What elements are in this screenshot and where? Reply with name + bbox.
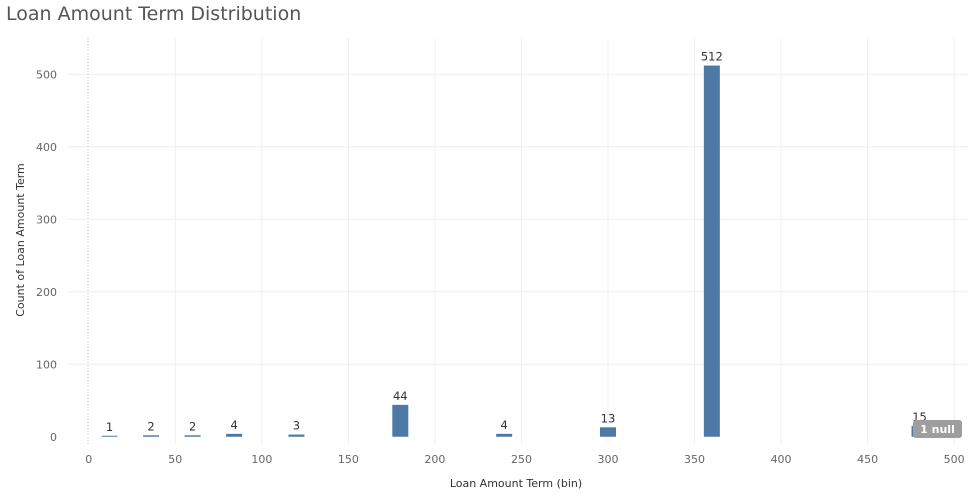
x-tick-label: 300 <box>598 453 619 466</box>
bar-value-label: 512 <box>701 50 723 64</box>
x-tick-label: 0 <box>85 453 92 466</box>
x-tick-label: 200 <box>424 453 445 466</box>
y-tick-label: 100 <box>36 358 57 371</box>
bar-value-label: 2 <box>147 419 154 433</box>
bar[interactable] <box>392 404 409 437</box>
bar[interactable] <box>226 433 243 437</box>
x-tick-label: 250 <box>511 453 532 466</box>
y-tick-label: 400 <box>36 141 57 154</box>
x-tick-label: 150 <box>338 453 359 466</box>
y-tick-label: 200 <box>36 286 57 299</box>
x-axis-ticks: 0 50 100 150 200 250 300 350 400 450 500 <box>85 453 964 466</box>
x-tick-label: 50 <box>168 453 182 466</box>
bar-value-label: 3 <box>293 419 300 433</box>
bar[interactable] <box>600 427 616 437</box>
x-tick-label: 450 <box>857 453 878 466</box>
y-axis-ticks: 0 100 200 300 400 500 <box>36 68 57 444</box>
y-tick-label: 300 <box>36 213 57 226</box>
bar[interactable] <box>496 433 513 437</box>
y-axis-title: Count of Loan Amount Term <box>14 163 27 317</box>
bar-value-label: 44 <box>393 389 408 403</box>
bar[interactable] <box>288 434 305 437</box>
chart-title: Loan Amount Term Distribution <box>6 3 302 25</box>
y-tick-label: 0 <box>50 431 57 444</box>
bar-value-label: 13 <box>601 411 616 425</box>
x-tick-label: 350 <box>684 453 705 466</box>
x-axis-title: Loan Amount Term (bin) <box>450 477 582 490</box>
y-tick-label: 500 <box>36 68 57 81</box>
bar-value-label: 4 <box>500 418 507 432</box>
bar[interactable] <box>184 435 201 437</box>
bar[interactable] <box>101 435 118 437</box>
bar-value-label: 2 <box>189 419 196 433</box>
bar[interactable] <box>143 435 160 437</box>
x-tick-label: 100 <box>251 453 272 466</box>
x-tick-label: 400 <box>771 453 792 466</box>
bars <box>101 65 928 437</box>
null-indicator-badge[interactable]: 1 null <box>913 420 962 438</box>
x-tick-label: 500 <box>944 453 965 466</box>
bar[interactable] <box>703 65 720 437</box>
bar-value-label: 4 <box>230 418 237 432</box>
bar-value-label: 1 <box>106 420 113 434</box>
grid-lines <box>68 38 968 444</box>
